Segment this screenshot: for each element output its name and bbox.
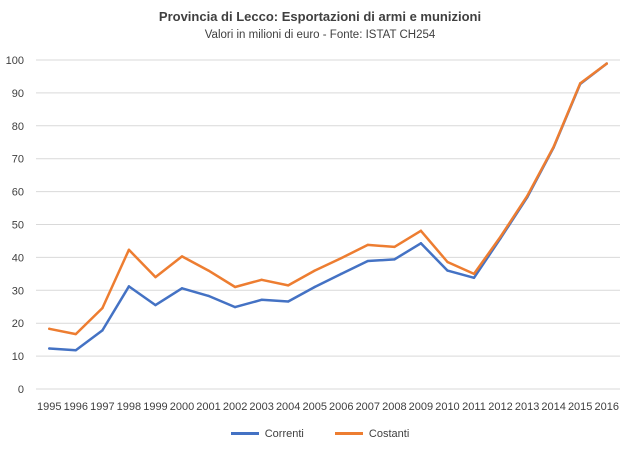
- data-point-costanti: [207, 269, 210, 272]
- x-tick-label: 1998: [117, 401, 141, 413]
- data-point-correnti: [233, 305, 237, 309]
- data-point-costanti: [180, 255, 184, 258]
- x-tick-label: 2016: [594, 401, 618, 413]
- legend: Correnti Costanti: [0, 426, 640, 440]
- series-line-costanti[interactable]: [48, 62, 608, 336]
- x-tick-label: 2012: [488, 401, 512, 413]
- data-point-correnti: [101, 329, 104, 332]
- y-tick-label: 90: [12, 88, 24, 100]
- x-tick-label: 1995: [37, 401, 61, 413]
- x-tick-label: 2008: [382, 401, 406, 413]
- data-point-costanti: [419, 229, 423, 232]
- y-axis-ticks: 0 10 20 30 40 50 60 70 80 90 100: [6, 55, 24, 396]
- y-tick-label: 30: [12, 285, 24, 297]
- x-tick-label: 2000: [170, 401, 194, 413]
- data-point-costanti: [313, 269, 316, 272]
- grid-lines: [36, 59, 620, 390]
- data-point-costanti: [446, 260, 449, 264]
- x-tick-label: 2004: [276, 401, 300, 413]
- x-tick-label: 2009: [409, 401, 433, 413]
- x-tick-label: 2013: [515, 401, 539, 413]
- y-tick-label: 50: [12, 220, 24, 232]
- data-point-correnti: [154, 303, 157, 307]
- x-tick-label: 2015: [568, 401, 592, 413]
- x-tick-label: 2006: [329, 401, 353, 413]
- x-tick-label: 2010: [435, 401, 459, 413]
- data-point-correnti: [313, 285, 316, 289]
- data-point-correnti: [74, 348, 78, 352]
- data-point-correnti: [207, 294, 210, 298]
- data-point-correnti: [260, 298, 263, 302]
- x-axis-ticks: 1995 1996 1997 1998 1999 2000 2001 2002 2003 2004…: [37, 401, 619, 413]
- data-point-correnti: [340, 272, 343, 276]
- data-point-costanti: [605, 62, 608, 65]
- data-point-costanti: [340, 256, 343, 260]
- y-tick-label: 70: [12, 154, 24, 166]
- x-tick-label: 2005: [302, 401, 326, 413]
- x-tick-label: 2011: [462, 401, 486, 413]
- data-point-costanti: [233, 285, 237, 289]
- y-tick-label: 0: [18, 384, 24, 396]
- x-tick-label: 1997: [90, 401, 114, 413]
- data-point-correnti: [446, 269, 449, 272]
- data-point-costanti: [525, 195, 529, 198]
- legend-label-costanti: Costanti: [368, 427, 410, 440]
- data-point-costanti: [101, 306, 104, 310]
- data-point-correnti: [180, 287, 184, 290]
- data-point-correnti: [286, 300, 290, 303]
- y-tick-label: 100: [6, 55, 24, 67]
- data-point-costanti: [393, 245, 396, 249]
- y-tick-label: 80: [12, 121, 24, 133]
- data-point-costanti: [552, 145, 555, 149]
- data-point-costanti: [286, 284, 290, 287]
- legend-swatch-correnti: [230, 432, 259, 435]
- data-point-costanti: [578, 82, 582, 85]
- x-tick-label: 1999: [143, 401, 167, 413]
- x-tick-label: 2007: [356, 401, 380, 413]
- series-line-correnti[interactable]: [48, 62, 608, 352]
- data-point-costanti: [127, 248, 131, 252]
- x-tick-label: 2014: [541, 401, 565, 413]
- legend-label-correnti: Correnti: [264, 427, 304, 440]
- series-lines: [48, 62, 608, 352]
- chart-title: Provincia di Lecco: Esportazioni di armi…: [158, 9, 482, 24]
- y-tick-label: 60: [12, 187, 24, 199]
- data-point-costanti: [260, 278, 263, 281]
- y-tick-label: 10: [12, 351, 24, 363]
- data-point-costanti: [499, 235, 502, 238]
- data-point-correnti: [48, 347, 51, 350]
- legend-item-costanti[interactable]: Costanti: [334, 427, 410, 440]
- x-tick-label: 2003: [249, 401, 273, 413]
- data-point-costanti: [48, 327, 51, 330]
- x-tick-label: 2001: [196, 401, 220, 413]
- legend-item-correnti[interactable]: Correnti: [230, 427, 304, 440]
- y-tick-label: 40: [12, 252, 24, 264]
- data-point-correnti: [366, 259, 370, 263]
- chart-subtitle: Valori in milioni di euro - Fonte: ISTAT…: [204, 29, 436, 41]
- x-tick-label: 1996: [64, 401, 88, 413]
- data-point-correnti: [472, 276, 476, 279]
- data-point-correnti: [127, 285, 131, 288]
- data-point-costanti: [366, 243, 370, 247]
- data-point-costanti: [154, 275, 157, 279]
- x-tick-label: 2002: [223, 401, 247, 413]
- legend-swatch-costanti: [334, 432, 363, 435]
- y-tick-label: 20: [12, 318, 24, 330]
- data-point-costanti: [472, 272, 476, 276]
- data-point-correnti: [393, 258, 396, 261]
- data-point-correnti: [419, 242, 423, 245]
- data-point-costanti: [74, 332, 78, 336]
